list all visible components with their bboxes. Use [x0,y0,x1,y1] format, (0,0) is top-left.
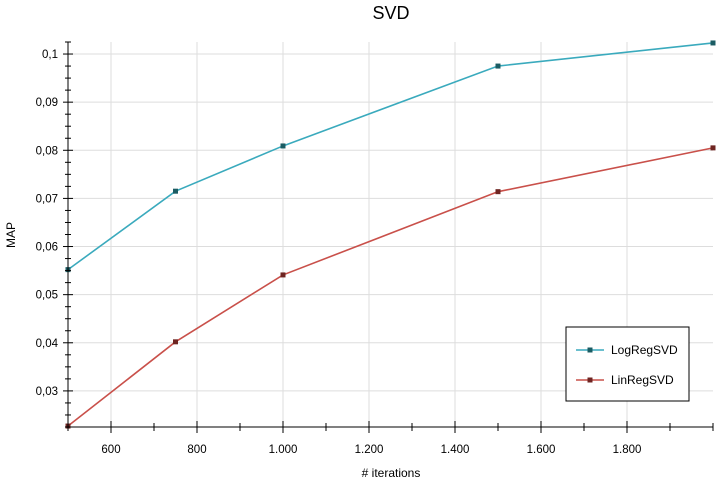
data-point-linregsvd [280,272,286,278]
x-tick-label: 1.800 [613,444,642,456]
x-tick-label: 1.400 [441,444,470,456]
legend-label-logregsvd: LogRegSVD [611,343,678,357]
x-tick-label: 1.600 [527,444,556,456]
plot-area [65,40,716,429]
y-tick-label: 0,06 [36,242,58,254]
y-tick-label: 0,08 [36,145,58,157]
grid [68,42,713,427]
chart-title: SVD [372,3,409,23]
y-axis-label: MAP [4,222,18,248]
legend-marker-linregsvd [587,377,593,383]
series-line-logregsvd [67,42,714,271]
data-point-linregsvd [710,145,716,151]
legend-marker-logregsvd [587,347,593,353]
y-tick-label: 0,1 [42,49,58,61]
y-tick-label: 0,05 [36,290,58,302]
x-tick-label: 800 [187,444,206,456]
y-tick-label: 0,07 [36,193,58,205]
data-point-logregsvd [710,40,716,46]
x-tick-label: 1.200 [355,444,384,456]
y-tick-label: 0,03 [36,386,58,398]
x-tick-label: 600 [101,444,120,456]
x-axis-label: # iterations [362,466,421,480]
legend-box [565,326,690,402]
data-point-linregsvd [495,189,501,195]
y-tick-label: 0,09 [36,97,58,109]
data-point-logregsvd [495,63,501,69]
x-tick-label: 1.000 [269,444,298,456]
axes: 0,03 0,04 0,05 0,06 0,07 0,08 0,09 0,1 600 800 1.0… [36,41,714,456]
legend: LogRegSVD LinRegSVD [565,326,690,402]
data-point-linregsvd [173,339,178,345]
data-point-logregsvd [280,143,286,149]
data-point-logregsvd [173,188,178,194]
legend-label-linregsvd: LinRegSVD [611,373,674,387]
y-tick-label: 0,04 [36,338,59,350]
